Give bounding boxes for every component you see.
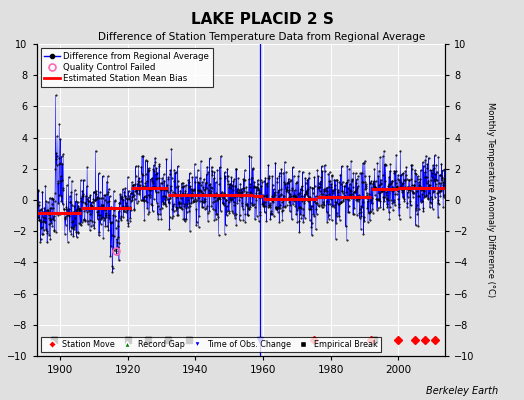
Text: Berkeley Earth: Berkeley Earth bbox=[425, 386, 498, 396]
Legend: Station Move, Record Gap, Time of Obs. Change, Empirical Break: Station Move, Record Gap, Time of Obs. C… bbox=[41, 336, 381, 352]
Text: LAKE PLACID 2 S: LAKE PLACID 2 S bbox=[191, 12, 333, 27]
Text: Difference of Station Temperature Data from Regional Average: Difference of Station Temperature Data f… bbox=[99, 32, 425, 42]
Y-axis label: Monthly Temperature Anomaly Difference (°C): Monthly Temperature Anomaly Difference (… bbox=[486, 102, 495, 298]
